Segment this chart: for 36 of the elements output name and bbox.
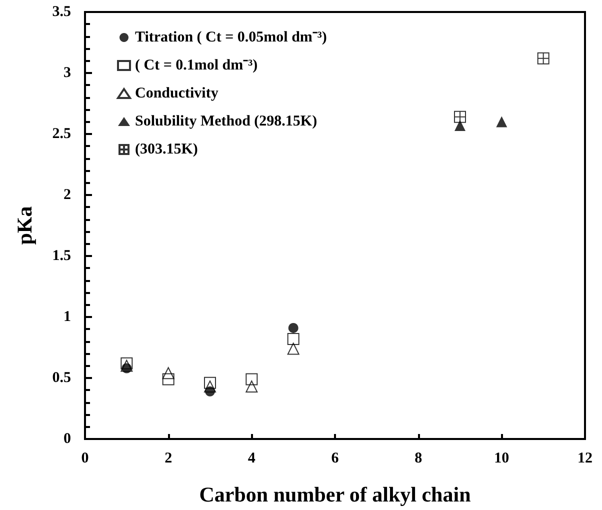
point — [162, 367, 174, 380]
point — [246, 373, 258, 386]
x-tick-label: 4 — [248, 450, 256, 466]
legend-label: ( Ct = 0.1mol dm⁻³) — [135, 58, 258, 74]
y-tick-label: 2 — [64, 187, 71, 203]
point — [287, 342, 300, 355]
x-tick-label: 8 — [414, 450, 422, 466]
point — [122, 363, 132, 374]
legend-label: (303.15K) — [135, 142, 198, 158]
legend-label: Solubility Method (298.15K) — [135, 114, 318, 130]
y-tick-label: 3.5 — [52, 4, 71, 20]
y-axis-title: pKa — [12, 206, 36, 245]
legend-label: Titration ( Ct = 0.05mol dm⁻³) — [135, 30, 327, 46]
point — [454, 110, 466, 123]
legend-label: Conductivity — [135, 86, 219, 102]
y-tick-label: 1.5 — [52, 248, 71, 264]
y-tick-label: 3 — [64, 65, 71, 81]
x-tick-label: 10 — [494, 450, 510, 466]
y-tick-label: 0 — [64, 431, 71, 447]
point — [205, 386, 215, 396]
point — [496, 116, 508, 128]
point — [287, 332, 300, 345]
point — [120, 357, 133, 370]
y-tick-label: 1 — [64, 309, 71, 325]
point — [204, 376, 216, 389]
y-tick-label: 0.5 — [52, 370, 71, 386]
x-tick-label: 0 — [81, 450, 89, 466]
y-tick-label: 2.5 — [52, 126, 71, 142]
x-tick-label: 2 — [164, 450, 172, 466]
x-tick-label: 12 — [578, 450, 592, 466]
point — [454, 120, 466, 131]
point — [537, 52, 550, 64]
x-axis-title: Carbon number of alkyl chain — [199, 482, 472, 506]
point — [288, 322, 298, 333]
point — [162, 373, 174, 386]
x-tick-label: 6 — [331, 450, 340, 466]
